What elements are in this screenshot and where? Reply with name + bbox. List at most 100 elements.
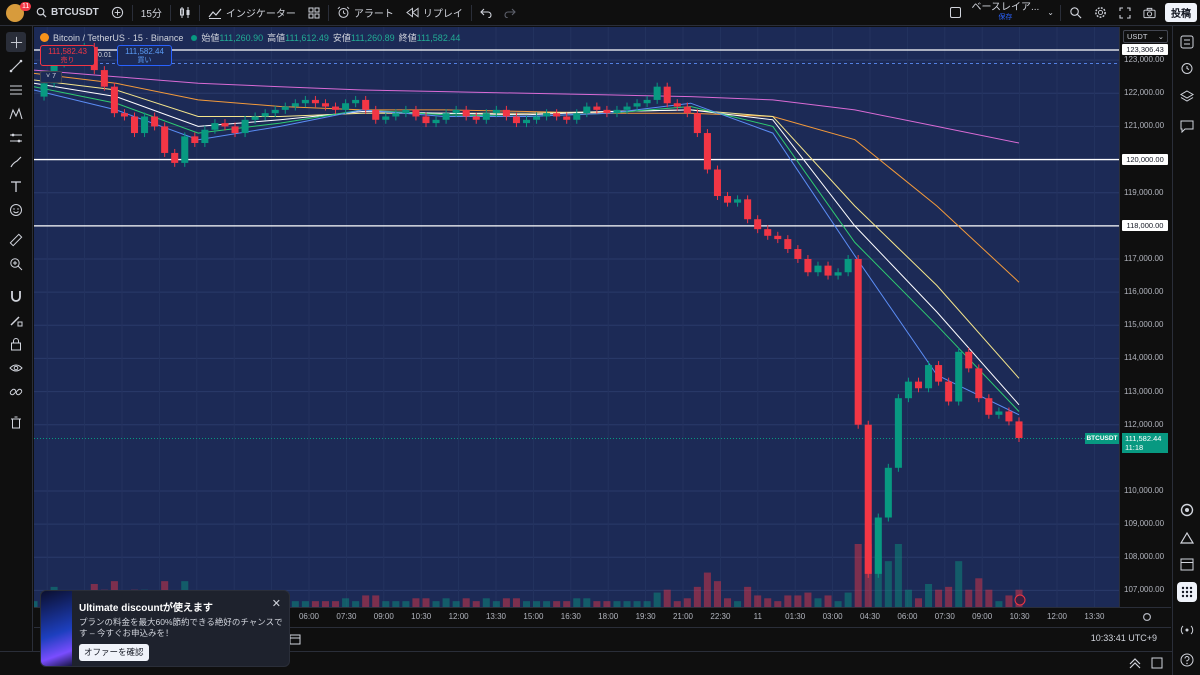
divider xyxy=(198,4,200,21)
collapse-panel-button[interactable] xyxy=(1128,657,1142,672)
time-tick-label: 03:00 xyxy=(822,612,843,621)
candle-body xyxy=(995,411,1003,415)
remove-tool[interactable] xyxy=(6,412,26,432)
snapshot-button[interactable] xyxy=(1137,0,1162,26)
fib-lines-icon xyxy=(10,85,22,95)
redo-button[interactable] xyxy=(498,0,522,26)
help-button[interactable] xyxy=(1177,650,1197,670)
brush-tool[interactable] xyxy=(6,152,26,172)
notification-badge: 11 xyxy=(20,1,32,11)
trash-icon xyxy=(11,416,21,428)
candle-body xyxy=(332,106,340,110)
apps-button[interactable] xyxy=(1177,582,1197,602)
templates-button[interactable] xyxy=(302,0,326,26)
layers-button[interactable] xyxy=(1177,86,1197,106)
volume-bar xyxy=(522,601,531,607)
sell-button[interactable]: 111,582.43 売り xyxy=(40,45,95,66)
fullscreen-button[interactable] xyxy=(1113,0,1137,26)
indicators-toggle[interactable]: ˅ 7 xyxy=(40,71,62,83)
volume-bar xyxy=(663,589,671,607)
chat-button[interactable] xyxy=(1177,116,1197,136)
chart-legend: Bitcoin / TetherUS · 15 · Binance 始値 111… xyxy=(40,31,460,44)
candle-body xyxy=(161,126,169,153)
alerts-panel-button[interactable] xyxy=(1177,58,1197,78)
price-tick-label: 107,000.00 xyxy=(1124,585,1165,595)
volume-bar xyxy=(462,598,470,607)
user-avatar[interactable]: 11 xyxy=(0,0,32,26)
hide-tool[interactable] xyxy=(6,358,26,378)
plus-circle-icon xyxy=(111,6,123,19)
currency-select[interactable]: USDT ⌄ xyxy=(1123,30,1168,43)
help-icon xyxy=(1180,653,1194,667)
volume-bar xyxy=(342,598,350,607)
compare-button[interactable] xyxy=(105,0,130,26)
forecast-tool[interactable] xyxy=(6,128,26,148)
layout-name: ベースレイア... xyxy=(971,1,1040,13)
candle-body xyxy=(573,113,581,120)
volume-bar xyxy=(442,598,450,607)
symbol-search[interactable]: BTCUSDT xyxy=(30,0,105,26)
time-settings-button[interactable] xyxy=(1142,612,1152,625)
emoji-tool[interactable] xyxy=(6,200,26,220)
time-axis[interactable]: 06:00 07:30 09:00 10:30 12:00 13:30 15:00 16:30… xyxy=(34,607,1171,627)
undo-button[interactable] xyxy=(474,0,498,26)
buy-price: 111,582.44 xyxy=(125,47,164,56)
chevron-down-icon: ⌄ xyxy=(1047,8,1054,17)
maximize-panel-button[interactable] xyxy=(1151,657,1163,672)
chart-canvas[interactable] xyxy=(34,27,1119,607)
quick-search-button[interactable] xyxy=(1063,0,1088,26)
candle-body xyxy=(734,199,742,203)
target-button[interactable] xyxy=(1177,500,1197,520)
layout-button[interactable]: ベースレイア... 保存 ⌄ xyxy=(946,0,1058,26)
ideas-button[interactable] xyxy=(1177,528,1197,548)
buy-button[interactable]: 111,582.44 買い xyxy=(117,45,172,66)
current-price-label: 111,582.44 11:18 xyxy=(1122,432,1168,453)
trend-line-tool[interactable] xyxy=(6,56,26,76)
candle-body xyxy=(894,398,902,468)
search-icon xyxy=(1070,7,1082,19)
promo-title: Ultimate discountが使えます xyxy=(79,603,213,614)
event-flag-icon xyxy=(1014,594,1026,606)
candle-body xyxy=(452,109,460,114)
candle-body xyxy=(975,368,983,399)
hline-label: 120,000.00 xyxy=(1122,154,1168,166)
close-icon[interactable]: ✕ xyxy=(271,598,281,610)
clock-timezone[interactable]: 10:33:41 UTC+9 xyxy=(1090,633,1157,643)
offer-button[interactable]: オファーを確認 xyxy=(79,644,149,661)
interval-button[interactable]: 15分 xyxy=(140,9,162,20)
candle-body xyxy=(251,116,259,120)
fib-tool[interactable] xyxy=(6,80,26,100)
pattern-tool[interactable] xyxy=(6,104,26,124)
text-tool[interactable] xyxy=(6,176,26,196)
measure-tool[interactable] xyxy=(6,230,26,250)
volume-bar xyxy=(613,601,621,607)
link-tool[interactable] xyxy=(6,382,26,402)
volume-bar xyxy=(603,601,611,607)
magnet-tool[interactable] xyxy=(6,286,26,306)
volume-bar xyxy=(512,598,520,607)
volume-bar xyxy=(904,589,912,607)
lock-tool[interactable] xyxy=(6,334,26,354)
price-tick-label: 109,000.00 xyxy=(1124,519,1165,529)
post-button[interactable]: 投稿 xyxy=(1162,0,1200,26)
candle-body xyxy=(914,381,923,389)
price-axis[interactable]: USDT ⌄ 123,000.00 122,000.00 121,000.00 119… xyxy=(1119,27,1171,607)
crosshair-tool[interactable] xyxy=(6,32,26,52)
candle-body xyxy=(362,99,370,110)
alert-button[interactable]: アラート xyxy=(331,0,400,26)
settings-button[interactable] xyxy=(1088,0,1113,26)
date-range-button[interactable] xyxy=(289,633,301,648)
zoom-tool[interactable] xyxy=(6,254,26,274)
calendar-button[interactable] xyxy=(1177,554,1197,574)
candle-body xyxy=(945,381,953,402)
candle-body xyxy=(543,113,551,117)
broadcast-button[interactable] xyxy=(1177,620,1197,640)
replay-button[interactable]: リプレイ xyxy=(400,0,469,26)
volume-bar xyxy=(784,595,792,607)
watchlist-button[interactable] xyxy=(1177,32,1197,52)
stay-drawing-tool[interactable] xyxy=(6,310,26,330)
time-tick-label: 09:00 xyxy=(972,612,993,621)
chart-pane[interactable] xyxy=(34,27,1119,607)
indicators-button[interactable]: インジケーター xyxy=(202,0,302,26)
chart-type-button[interactable] xyxy=(173,0,197,26)
